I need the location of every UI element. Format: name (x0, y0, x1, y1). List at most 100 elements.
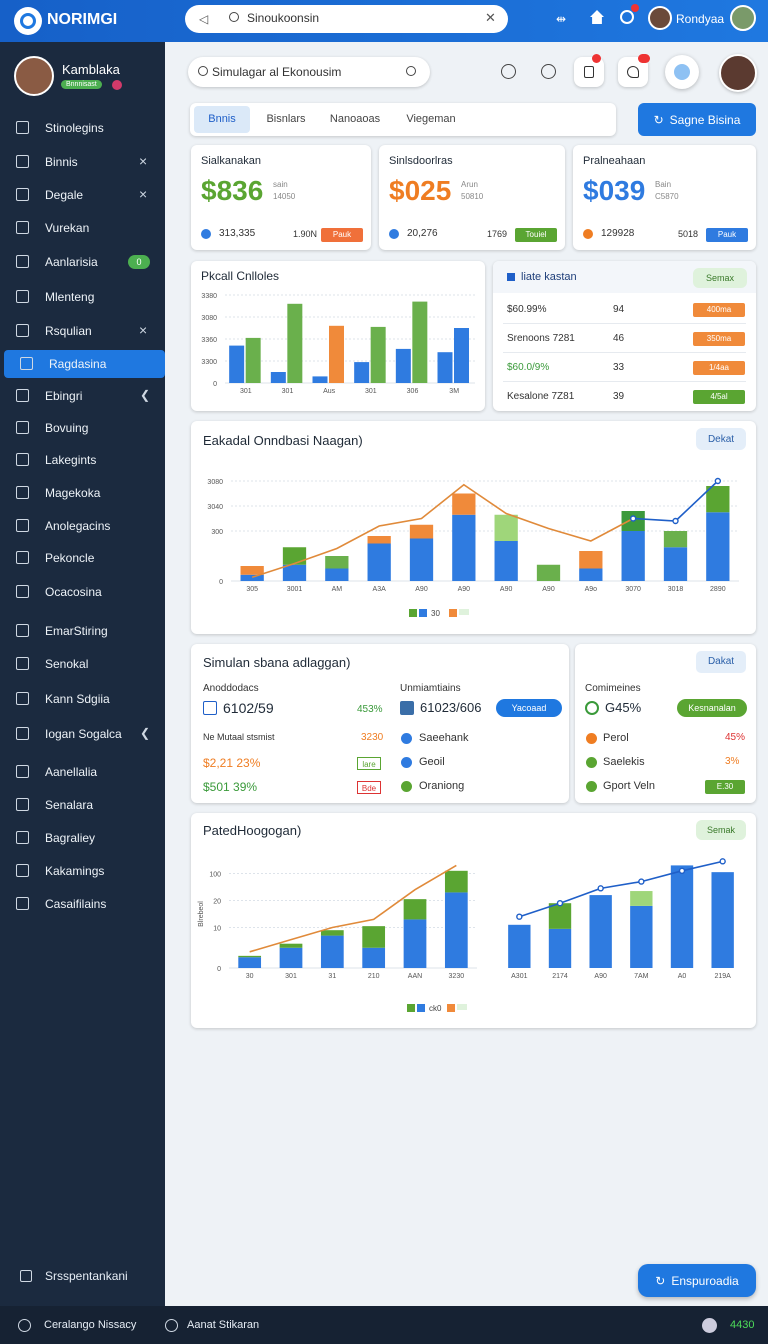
nav-item[interactable]: Iogan Sogalca ❮ (0, 720, 165, 748)
nav-item[interactable]: Kann Sdgiia (0, 685, 165, 713)
nav-label: Bovuing (45, 421, 89, 435)
cell-tag: 400ma (693, 303, 745, 317)
bar (403, 899, 427, 920)
row-label: Ne Mutaal stsmist (203, 732, 275, 742)
notify-icon[interactable] (620, 10, 634, 24)
bar (279, 943, 303, 948)
bar (444, 892, 468, 968)
x-tick-label: 306 (407, 388, 419, 395)
y-tick-label: 3360 (201, 337, 217, 344)
search-box[interactable]: Simulagar al Ekonousim (188, 57, 430, 87)
nav-icon (16, 255, 29, 268)
y-tick-label: 3040 (207, 504, 223, 511)
avatar (14, 56, 54, 96)
kpi-sub: 14050 (273, 192, 296, 201)
nav-label: Anolegacins (45, 519, 111, 533)
button[interactable]: Kesnanalan (677, 699, 747, 717)
avatar[interactable] (648, 6, 672, 30)
cell: 94 (613, 304, 625, 315)
button[interactable]: Dekat (696, 428, 746, 450)
bar (412, 301, 428, 383)
chart: 0 3300 3360 3080 3380 301 301 Aus 301 306 3M (201, 293, 475, 395)
nav-item[interactable]: Lakegints (0, 446, 165, 474)
nav-icon (16, 324, 29, 337)
nav-item[interactable]: Mlenteng (0, 283, 165, 311)
nav-label: Vurekan (45, 221, 90, 235)
kpi-title: Sialkanakan (201, 155, 261, 167)
nav-item[interactable]: Aanellalia (0, 758, 165, 786)
kpi-tag: Pauk (321, 228, 363, 242)
button[interactable]: Yacoaad (496, 699, 562, 717)
nav-label: Rsqulian (45, 324, 92, 338)
kpi-stat: 1769 (487, 229, 508, 239)
nav-label: Senalara (45, 798, 94, 812)
avatar[interactable] (719, 54, 757, 92)
sidebar-footer[interactable]: Srsspentankani (45, 1269, 128, 1283)
x-tick-label: AAN (408, 973, 422, 980)
nav-icon (16, 188, 29, 201)
nav-item[interactable]: Bagraliey (0, 824, 165, 852)
nav-item[interactable]: EmarStiring (0, 617, 165, 645)
nav-item[interactable]: Degale × (0, 181, 165, 209)
y-tick-label: 3080 (201, 315, 217, 322)
nav-item[interactable]: Pekoncle (0, 544, 165, 572)
icon-button[interactable] (618, 54, 650, 87)
point (556, 899, 564, 907)
icon-button[interactable] (665, 55, 699, 89)
nav-item[interactable]: Stinolegins (0, 114, 165, 142)
kpi-dot (201, 229, 211, 239)
point (516, 913, 523, 920)
logo (14, 7, 42, 35)
label: Unmiamtiains (400, 683, 461, 694)
row-divider (503, 381, 746, 382)
tab[interactable]: Nanoaoas (329, 113, 381, 125)
bottom-status: 4430 (730, 1319, 755, 1331)
primary-button[interactable]: ↻ Sagne Bisina (638, 103, 756, 136)
value: G45% (605, 700, 642, 715)
nav: Stinolegins Binnis × Degale × Vurekan Aanlaris… (0, 42, 165, 942)
nav-label: Lakegints (45, 453, 97, 467)
nav-item[interactable]: Rsqulian × (0, 317, 165, 345)
chevron-icon: ❮ (140, 726, 151, 740)
nav-item[interactable]: Ragdasina (4, 350, 165, 378)
nav-icon (16, 624, 29, 637)
nav-label: Kann Sdgiia (45, 692, 110, 706)
nav-item[interactable]: Vurekan (0, 214, 165, 242)
tab[interactable]: Viegeman (406, 113, 456, 125)
nav-item[interactable]: Magekoka (0, 479, 165, 507)
row-value: 45% (725, 732, 746, 743)
nav-item[interactable]: Ocacosina (0, 578, 165, 606)
float-button[interactable]: ↻ Enspuroadia (638, 1264, 756, 1297)
bar (579, 568, 603, 581)
search-box[interactable]: ◁ Sinoukoonsin ✕ (185, 5, 508, 33)
nav-item[interactable]: Senokal (0, 650, 165, 678)
nav-icon (16, 221, 29, 234)
user-name: Rondyaa (676, 12, 725, 26)
legend-label: ck0 (429, 1004, 442, 1013)
nav-item[interactable]: Anolegacins (0, 512, 165, 540)
button[interactable]: Dakat (696, 651, 746, 673)
section-title: PatedHoogogan) (203, 823, 302, 838)
button[interactable]: Semax (693, 268, 747, 288)
avatar[interactable] (730, 5, 756, 31)
icon-button[interactable] (574, 54, 604, 87)
icon[interactable] (501, 64, 516, 79)
nav-item[interactable]: Casaifilains (0, 890, 165, 918)
line (249, 864, 457, 953)
x-tick-label: A90 (542, 586, 555, 593)
nav-item[interactable]: Bovuing (0, 414, 165, 442)
nav-item[interactable]: Binnis × (0, 148, 165, 176)
button[interactable]: Semak (696, 820, 746, 840)
chart-card: PatedHoogogan) Semak 0 10 20 100 Blrebeol 30 3… (191, 813, 756, 1028)
icon[interactable] (541, 64, 556, 79)
row-value: 3% (725, 756, 740, 767)
nav-item[interactable]: Kakamings (0, 857, 165, 885)
tab[interactable]: Bnnis (194, 106, 250, 133)
bar (630, 891, 653, 906)
home-icon[interactable] (590, 10, 604, 24)
nav-item[interactable]: Aanlarisia 0 (0, 248, 165, 276)
tab[interactable]: Bisnlars (266, 113, 306, 125)
nav-item[interactable]: Senalara (0, 791, 165, 819)
nav-item[interactable]: Ebingri ❮ (0, 382, 165, 410)
